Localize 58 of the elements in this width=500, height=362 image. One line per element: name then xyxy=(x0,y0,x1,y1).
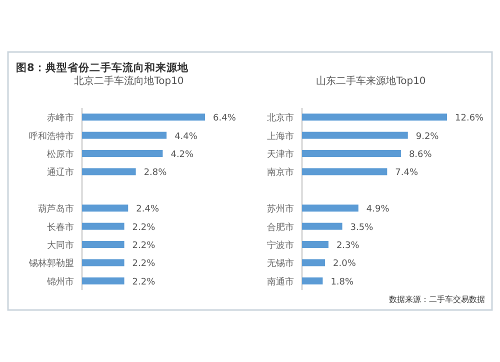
data-label: 3.5% xyxy=(350,222,374,233)
bar xyxy=(82,132,167,139)
y-tick-label: 通辽市 xyxy=(47,167,74,178)
bar xyxy=(82,222,124,230)
data-label: 9.2% xyxy=(416,132,440,142)
data-label: 4.2% xyxy=(170,150,194,160)
caption: 图8：典型省份二手车流向和来源地 xyxy=(16,61,190,74)
y-tick-label: 锡林郭勒盟 xyxy=(28,258,74,270)
data-label: 7.4% xyxy=(395,168,418,178)
y-tick-label: 宁波市 xyxy=(267,240,294,251)
chart-title: 山东二手车来源地Top10 xyxy=(316,75,426,87)
bar xyxy=(302,150,401,157)
y-tick-label: 合肥市 xyxy=(267,222,294,233)
bar xyxy=(82,204,128,212)
bar xyxy=(302,259,326,266)
bar xyxy=(302,114,447,121)
source-note: 数据来源：二手车交易数据 xyxy=(389,295,485,304)
bar xyxy=(82,150,163,157)
bar xyxy=(82,114,205,121)
bar xyxy=(302,204,358,212)
y-tick-label: 长春市 xyxy=(47,222,74,233)
y-tick-label: 锦州市 xyxy=(46,276,74,288)
bar xyxy=(82,241,124,248)
bar xyxy=(302,277,323,284)
bar xyxy=(302,222,342,230)
bar xyxy=(302,132,408,139)
bar xyxy=(302,241,328,248)
data-label: 4.4% xyxy=(174,132,198,142)
bar xyxy=(82,168,136,176)
data-label: 2.2% xyxy=(132,222,156,233)
y-tick-label: 无锡市 xyxy=(267,258,294,270)
data-label: 2.3% xyxy=(336,241,360,251)
y-tick-label: 南通市 xyxy=(267,276,294,288)
bar xyxy=(82,259,124,266)
data-label: 1.8% xyxy=(330,277,354,288)
y-tick-label: 苏州市 xyxy=(267,204,294,215)
data-label: 2.2% xyxy=(132,241,156,251)
data-label: 6.4% xyxy=(213,114,236,124)
y-tick-label: 松原市 xyxy=(47,149,74,160)
y-tick-label: 上海市 xyxy=(267,130,294,142)
data-label: 4.9% xyxy=(366,204,390,215)
data-label: 12.6% xyxy=(455,114,484,124)
data-label: 8.6% xyxy=(408,150,432,160)
y-tick-label: 天津市 xyxy=(267,149,294,160)
y-tick-label: 赤峰市 xyxy=(47,112,74,124)
data-label: 2.2% xyxy=(132,259,156,270)
bar xyxy=(302,168,388,176)
y-tick-label: 大同市 xyxy=(47,240,74,251)
data-label: 2.0% xyxy=(333,259,356,270)
bar xyxy=(82,277,124,284)
y-tick-label: 呼和浩特市 xyxy=(29,130,74,142)
y-tick-label: 葫芦岛市 xyxy=(38,204,74,215)
y-tick-label: 北京市 xyxy=(267,112,294,124)
y-tick-label: 南京市 xyxy=(267,167,294,178)
data-label: 2.8% xyxy=(144,168,168,178)
data-label: 2.4% xyxy=(136,204,160,215)
chart-title: 北京二手车流向地Top10 xyxy=(74,75,184,87)
data-label: 2.2% xyxy=(132,277,156,288)
